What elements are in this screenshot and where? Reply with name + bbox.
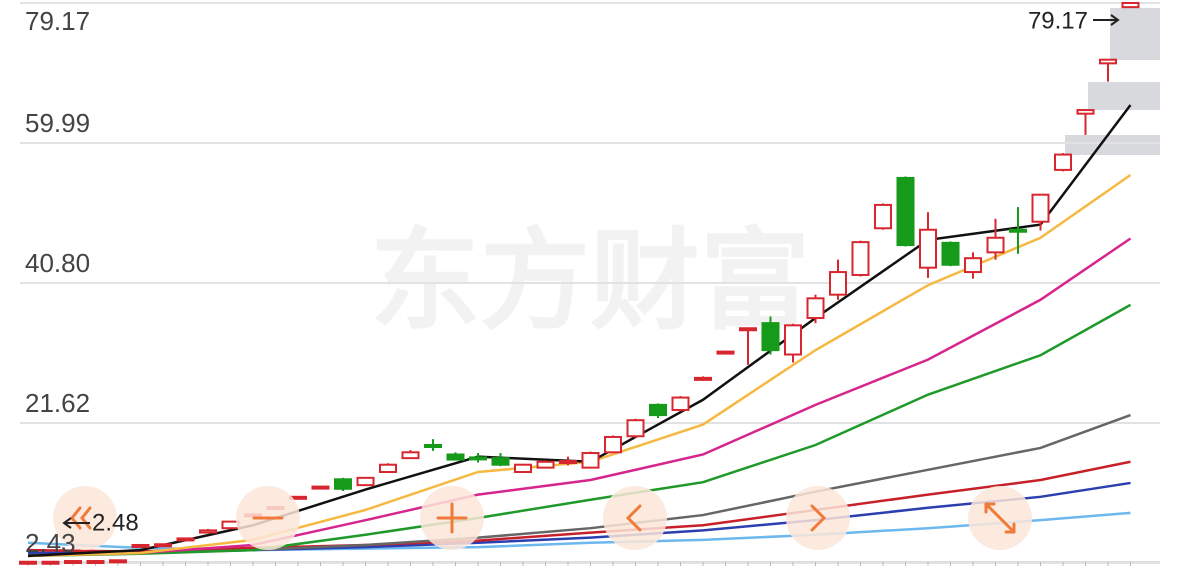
candle-body: [851, 241, 870, 276]
candle-body: [109, 559, 127, 564]
button-zoom-in[interactable]: [420, 486, 484, 550]
candle-body: [1076, 109, 1095, 115]
candle-body: [154, 543, 172, 548]
button-first[interactable]: [53, 486, 117, 550]
candle-body: [41, 560, 60, 565]
candle-body: [671, 396, 690, 411]
candle-body: [86, 560, 105, 565]
min-arrow: [62, 517, 90, 529]
y-tick-label: 21.62: [25, 388, 90, 418]
max-arrow: [1093, 14, 1120, 26]
candle-body: [64, 560, 82, 565]
candle-body: [334, 478, 352, 490]
candle-body: [1054, 153, 1072, 171]
candle-body: [694, 376, 712, 381]
candle-body: [581, 452, 600, 469]
candle-body: [806, 297, 825, 320]
depth-block: [1088, 82, 1160, 110]
button-zoom-out[interactable]: [236, 486, 300, 550]
candle-body: [311, 485, 330, 490]
y-tick-label: 79.17: [25, 6, 90, 36]
max-label: 79.17: [1028, 7, 1088, 34]
depth-block: [1065, 135, 1160, 155]
candle-body: [514, 463, 532, 474]
candle-body: [739, 327, 757, 332]
candle-body: [1009, 228, 1027, 233]
candle-body: [19, 560, 37, 565]
candle-body: [559, 460, 577, 465]
candle-body: [829, 271, 847, 296]
candle-body: [649, 403, 667, 417]
candle-body: [446, 453, 465, 461]
y-tick-label: 40.80: [25, 248, 90, 278]
candle-body: [1121, 2, 1140, 9]
candle-body: [919, 228, 937, 269]
ma-line: [27, 511, 1131, 552]
min-label: 2.48: [92, 509, 139, 536]
candle-body: [131, 543, 150, 548]
y-tick-label: 59.99: [25, 108, 90, 138]
ma-line: [27, 237, 1132, 558]
candle-body: [784, 324, 802, 356]
candle-body: [536, 460, 555, 469]
candle-body: [221, 520, 240, 530]
button-prev[interactable]: [603, 486, 667, 550]
ma-line: [27, 460, 1131, 553]
watermark: 东方财富: [370, 220, 810, 343]
candle-body: [626, 419, 645, 438]
candle-body: [716, 350, 735, 355]
candle-body: [874, 203, 892, 230]
button-expand[interactable]: [968, 486, 1032, 550]
button-next[interactable]: [786, 486, 850, 550]
toolbar: [53, 486, 1032, 550]
depth-block: [1110, 8, 1160, 60]
ma-line: [27, 303, 1132, 558]
candle-body: [604, 435, 622, 454]
candle-body: [379, 463, 397, 474]
y-tick-label: 2.43: [25, 528, 76, 558]
candle-body: [761, 322, 780, 352]
candle-body: [401, 451, 420, 460]
candle-body: [469, 456, 487, 461]
candle-body: [1099, 58, 1117, 65]
candle-body: [491, 457, 510, 466]
plot: [19, 2, 1160, 566]
candle-body: [176, 537, 195, 542]
candle-body: [964, 257, 982, 274]
depth-blocks: [1065, 8, 1160, 155]
candle-body: [1031, 193, 1050, 223]
candle-body: [986, 236, 1005, 254]
candle-body: [941, 241, 960, 266]
candle-body: [356, 476, 375, 487]
candle-body: [896, 176, 915, 247]
candle-body: [424, 444, 442, 449]
candle-body: [199, 529, 217, 534]
